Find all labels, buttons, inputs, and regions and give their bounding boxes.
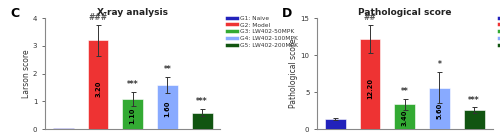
Title: X-ray analysis: X-ray analysis <box>97 8 168 17</box>
Title: Pathological score: Pathological score <box>358 8 452 17</box>
Bar <box>157 85 178 129</box>
Text: ##: ## <box>364 13 376 22</box>
Text: **: ** <box>164 65 172 74</box>
Text: ***: *** <box>468 96 480 105</box>
Text: ***: *** <box>196 97 208 106</box>
Text: 3.20: 3.20 <box>95 81 101 97</box>
Y-axis label: Larson score: Larson score <box>22 49 31 98</box>
Text: D: D <box>282 7 292 20</box>
Text: ***: *** <box>127 80 138 89</box>
Bar <box>192 113 212 129</box>
Text: 5.60: 5.60 <box>436 102 442 119</box>
Bar <box>53 128 74 129</box>
Bar <box>88 40 108 129</box>
Text: 12.20: 12.20 <box>367 78 373 99</box>
Text: 1.10: 1.10 <box>130 107 136 124</box>
Text: 3.40: 3.40 <box>402 110 408 126</box>
Bar <box>429 88 450 129</box>
Text: C: C <box>10 7 19 20</box>
Bar <box>122 99 143 129</box>
Bar <box>325 119 346 129</box>
Text: *: * <box>438 60 442 69</box>
Legend: G1: Naive, G2: Model, G3: LW10402-50MPK, G4: LW10402-100MPK, G5: LW10402-200MPK: G1: Naive, G2: Model, G3: LW10402-50MPK,… <box>499 15 500 48</box>
Text: ###: ### <box>88 13 108 22</box>
Bar <box>464 110 484 129</box>
Bar <box>394 104 415 129</box>
Y-axis label: Pathological score: Pathological score <box>290 39 298 108</box>
Legend: G1: Naive, G2: Model, G3: LW402-50MPK, G4: LW402-100MPK, G5: LW402-200MPK: G1: Naive, G2: Model, G3: LW402-50MPK, G… <box>227 15 298 48</box>
Bar <box>360 39 380 129</box>
Text: 1.60: 1.60 <box>164 101 170 117</box>
Text: **: ** <box>401 87 408 96</box>
